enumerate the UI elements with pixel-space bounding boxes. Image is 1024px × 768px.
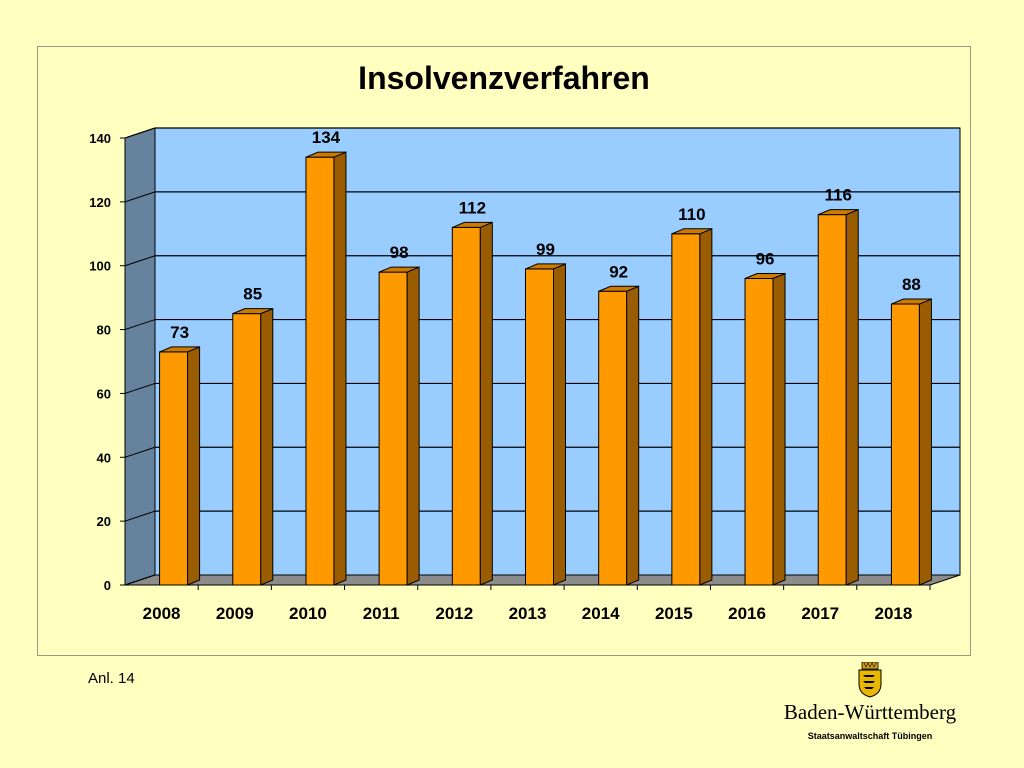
coat-of-arms-icon [858, 662, 882, 698]
gridline-diagonal [124, 255, 156, 267]
bar-front [744, 277, 774, 586]
x-tick-label: 2009 [216, 604, 254, 623]
bar-side [553, 263, 566, 586]
x-tick-label: 2017 [801, 604, 839, 623]
data-label: 85 [243, 285, 262, 304]
bar [817, 208, 859, 586]
bar [598, 285, 640, 586]
gridline-diagonal [124, 510, 156, 522]
gridline-diagonal [124, 382, 156, 394]
y-tick-label: 20 [97, 514, 111, 529]
y-tick-label: 40 [97, 450, 111, 465]
bar [744, 272, 786, 586]
logo-subtitle: Staatsanwaltschaft Tübingen [807, 731, 933, 741]
data-label: 96 [756, 249, 775, 268]
bar [232, 307, 274, 586]
bar-front [378, 271, 408, 586]
x-tick-label: 2013 [509, 604, 547, 623]
bar-front [451, 226, 481, 586]
annex-label: Anl. 14 [88, 670, 135, 687]
x-tick-label: 2010 [289, 604, 327, 623]
bar-side [772, 272, 786, 586]
data-label: 92 [609, 262, 628, 281]
x-tick-label: 2008 [143, 604, 181, 623]
bar-side [333, 151, 347, 586]
data-label: 98 [390, 243, 409, 262]
bar-top [452, 221, 493, 228]
bar-front [232, 313, 262, 586]
bar-side [479, 221, 493, 586]
y-tick-label: 80 [97, 323, 111, 338]
x-tick-label: 2016 [728, 604, 766, 623]
x-tick-label: 2012 [435, 604, 473, 623]
bar-top [232, 308, 273, 315]
bar [378, 266, 420, 586]
gridline-diagonal [124, 319, 156, 331]
bar-side [918, 298, 932, 586]
bar-side [406, 266, 420, 586]
data-label: 88 [902, 275, 921, 294]
bar [159, 346, 201, 586]
bar [890, 298, 932, 586]
gridline-diagonal [124, 127, 156, 139]
gridline-diagonal [124, 574, 156, 586]
data-label: 99 [536, 240, 555, 259]
bar-top [891, 298, 932, 305]
bar-top [818, 209, 859, 216]
bar-front [525, 268, 554, 586]
logo-wordmark: Baden-Württemberg [783, 700, 957, 724]
gridline-diagonal [124, 191, 156, 203]
x-tick-label: 2014 [582, 604, 620, 623]
x-tick-label: 2018 [874, 604, 912, 623]
data-label: 112 [459, 198, 486, 217]
bar-side [699, 228, 713, 586]
bar-front [305, 156, 335, 586]
bar [525, 263, 566, 586]
bar-top [159, 346, 200, 353]
bar-front [598, 290, 628, 586]
bar [451, 221, 493, 586]
bar-side [187, 346, 201, 586]
bar-top [305, 151, 347, 158]
y-tick-label: 120 [89, 195, 111, 210]
bar-side [260, 307, 274, 586]
bar-front [817, 214, 847, 586]
y-tick-label: 60 [97, 386, 111, 401]
chart-title: Insolvenzverfahren [358, 60, 650, 96]
y-tick-label: 100 [89, 259, 111, 274]
bar-front [671, 233, 701, 586]
y-tick-label: 0 [104, 578, 111, 593]
bar [305, 151, 347, 586]
bar-top [378, 266, 420, 273]
x-tick-label: 2015 [655, 604, 693, 623]
bar-top [671, 228, 713, 235]
bar-top [744, 272, 786, 279]
data-label: 73 [170, 323, 189, 342]
gridline-diagonal [124, 446, 156, 458]
bar-side [845, 208, 859, 586]
bar-side [626, 285, 640, 586]
data-label: 110 [678, 205, 705, 224]
bar-front [890, 303, 920, 586]
data-label: 116 [825, 186, 852, 205]
bar [671, 228, 713, 586]
bar-front [159, 351, 189, 586]
data-label: 134 [312, 128, 341, 147]
x-tick-label: 2011 [363, 604, 400, 623]
bar-top [525, 263, 566, 270]
y-tick-label: 140 [89, 131, 111, 146]
state-logo: Baden-Württemberg Staatsanwaltschaft Tüb… [780, 662, 960, 741]
bar-top [598, 285, 639, 292]
